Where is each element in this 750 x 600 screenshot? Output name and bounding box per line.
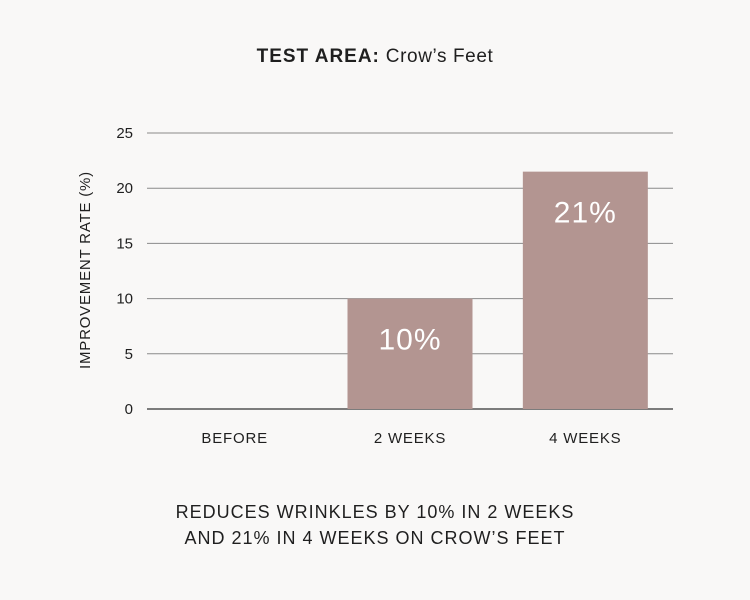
bar-4-weeks <box>522 171 648 409</box>
y-tick-label: 0 <box>125 401 133 418</box>
data-label: 10% <box>378 324 441 357</box>
x-tick-label: 4 WEEKS <box>549 430 621 447</box>
chart-title-rest: Crow’s Feet <box>385 46 494 67</box>
y-tick-labels: 0 5 10 15 20 25 <box>116 125 133 418</box>
bar-2-weeks <box>347 298 473 409</box>
y-tick-label: 15 <box>116 235 133 252</box>
chart-title: TEST AREA: Crow’s Feet <box>0 46 750 68</box>
x-tick-label: BEFORE <box>201 430 267 447</box>
y-tick-label: 5 <box>125 346 133 363</box>
caption-line-1: REDUCES WRINKLES BY 10% IN 2 WEEKS <box>175 502 575 522</box>
y-tick-label: 20 <box>116 180 133 197</box>
data-labels: 10% 21% <box>378 197 617 357</box>
data-label: 21% <box>554 197 617 230</box>
chart-title-bold: TEST AREA: <box>256 46 380 67</box>
bars <box>347 171 648 409</box>
x-tick-labels: BEFORE 2 WEEKS 4 WEEKS <box>201 430 621 447</box>
caption-line-2: AND 21% IN 4 WEEKS ON CROW’S FEET <box>184 528 566 548</box>
y-tick-label: 25 <box>116 125 133 142</box>
y-tick-label: 10 <box>116 291 133 308</box>
x-tick-label: 2 WEEKS <box>374 430 446 447</box>
y-axis-label: IMPROVEMENT RATE (%) <box>77 171 94 369</box>
chart-caption: REDUCES WRINKLES BY 10% IN 2 WEEKS AND 2… <box>0 499 750 551</box>
